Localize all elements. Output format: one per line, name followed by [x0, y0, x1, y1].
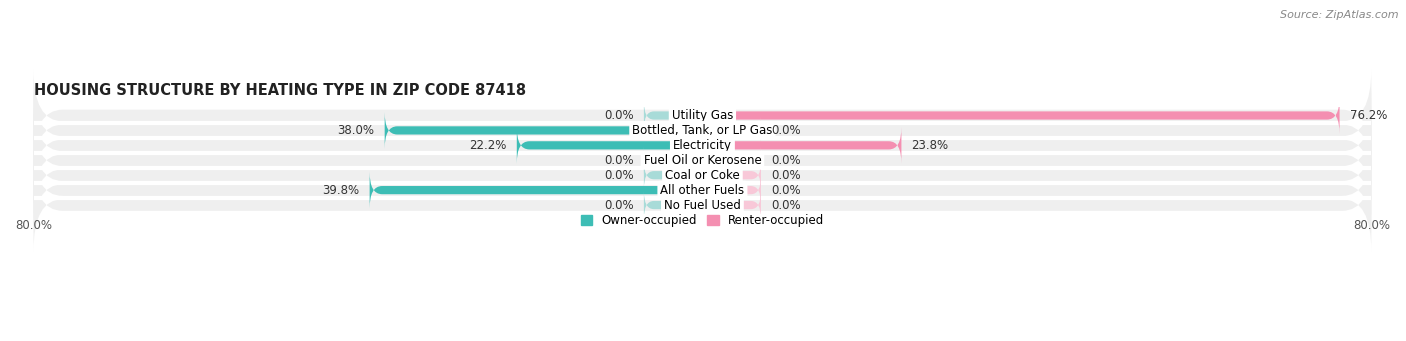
FancyBboxPatch shape: [34, 159, 1371, 251]
FancyBboxPatch shape: [34, 144, 1371, 237]
FancyBboxPatch shape: [644, 191, 703, 219]
Text: HOUSING STRUCTURE BY HEATING TYPE IN ZIP CODE 87418: HOUSING STRUCTURE BY HEATING TYPE IN ZIP…: [34, 84, 526, 99]
Text: 0.0%: 0.0%: [605, 154, 634, 167]
Text: 23.8%: 23.8%: [911, 139, 949, 152]
Text: 0.0%: 0.0%: [770, 169, 800, 182]
FancyBboxPatch shape: [385, 112, 703, 149]
Text: 0.0%: 0.0%: [605, 169, 634, 182]
Text: No Fuel Used: No Fuel Used: [664, 198, 741, 211]
Text: 0.0%: 0.0%: [770, 154, 800, 167]
Text: 0.0%: 0.0%: [770, 124, 800, 137]
FancyBboxPatch shape: [370, 172, 703, 208]
FancyBboxPatch shape: [517, 127, 703, 164]
FancyBboxPatch shape: [703, 147, 761, 174]
FancyBboxPatch shape: [703, 191, 761, 219]
FancyBboxPatch shape: [644, 161, 703, 189]
Text: 0.0%: 0.0%: [605, 109, 634, 122]
FancyBboxPatch shape: [644, 102, 703, 129]
FancyBboxPatch shape: [34, 84, 1371, 177]
FancyBboxPatch shape: [703, 161, 761, 189]
FancyBboxPatch shape: [703, 117, 761, 144]
Text: Bottled, Tank, or LP Gas: Bottled, Tank, or LP Gas: [633, 124, 773, 137]
Text: Coal or Coke: Coal or Coke: [665, 169, 740, 182]
Text: 0.0%: 0.0%: [770, 198, 800, 211]
FancyBboxPatch shape: [34, 99, 1371, 192]
FancyBboxPatch shape: [703, 176, 761, 204]
Legend: Owner-occupied, Renter-occupied: Owner-occupied, Renter-occupied: [576, 209, 830, 232]
Text: 39.8%: 39.8%: [322, 183, 360, 197]
FancyBboxPatch shape: [703, 97, 1340, 134]
FancyBboxPatch shape: [644, 147, 703, 174]
FancyBboxPatch shape: [34, 114, 1371, 207]
Text: 22.2%: 22.2%: [470, 139, 506, 152]
Text: 0.0%: 0.0%: [770, 183, 800, 197]
Text: All other Fuels: All other Fuels: [661, 183, 745, 197]
Text: Electricity: Electricity: [673, 139, 733, 152]
Text: 76.2%: 76.2%: [1350, 109, 1386, 122]
Text: 0.0%: 0.0%: [605, 198, 634, 211]
FancyBboxPatch shape: [34, 129, 1371, 222]
FancyBboxPatch shape: [34, 69, 1371, 162]
Text: 38.0%: 38.0%: [337, 124, 374, 137]
Text: Utility Gas: Utility Gas: [672, 109, 733, 122]
FancyBboxPatch shape: [703, 127, 901, 164]
Text: Fuel Oil or Kerosene: Fuel Oil or Kerosene: [644, 154, 761, 167]
Text: Source: ZipAtlas.com: Source: ZipAtlas.com: [1281, 10, 1399, 20]
